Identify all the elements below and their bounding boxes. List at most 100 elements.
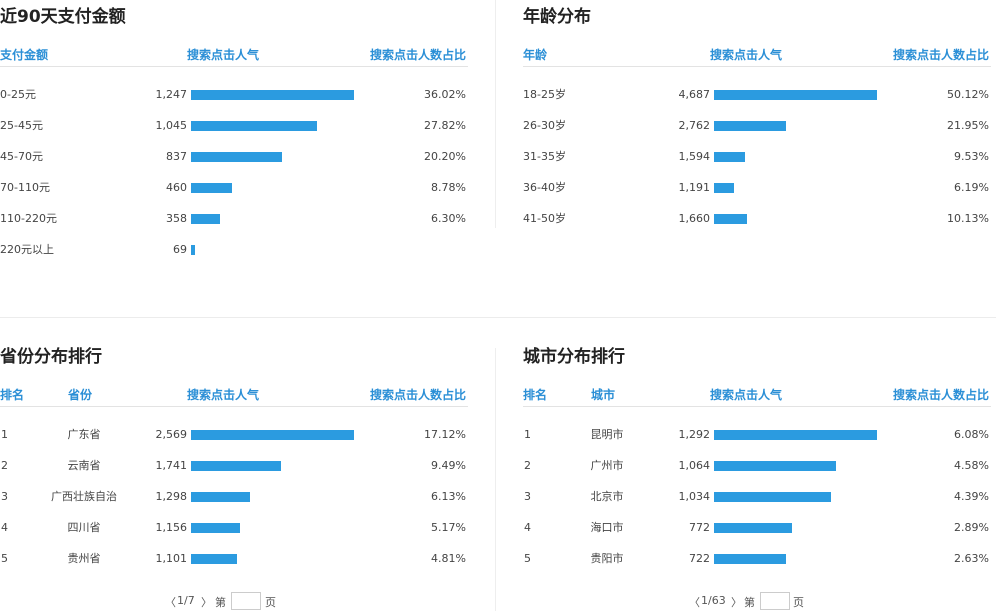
rank-cell: 2: [1, 459, 8, 472]
city-header: 排名 城市 搜索点击人气 搜索点击人数占比: [523, 387, 991, 407]
payment-header: 支付金额 搜索点击人气 搜索点击人数占比: [0, 47, 468, 67]
popularity-bar: [714, 121, 786, 131]
percent-value: 6.13%: [431, 490, 466, 503]
prev-page-icon[interactable]: 〈: [689, 596, 700, 609]
page-number-input[interactable]: [231, 592, 261, 610]
percent-value: 5.17%: [431, 521, 466, 534]
col-province: 省份: [68, 388, 93, 402]
province-pager: 〈 1/7 〉 第 页: [165, 592, 285, 610]
popularity-value: 4,687: [678, 88, 711, 101]
col-popularity: 搜索点击人气: [710, 48, 783, 62]
percent-value: 4.58%: [954, 459, 989, 472]
percent-value: 9.53%: [954, 150, 989, 163]
col-popularity: 搜索点击人气: [187, 48, 260, 62]
percent-value: 36.02%: [424, 88, 466, 101]
page-prefix: 第: [215, 596, 226, 609]
popularity-bar: [191, 121, 317, 131]
table-row: 25-45元 1,045 27.82%: [0, 117, 468, 137]
page-number-input[interactable]: [760, 592, 790, 610]
rank-cell: 4: [1, 521, 8, 534]
table-row: 3 广西壮族自治 1,298 6.13%: [0, 488, 468, 508]
region-cell: 昆明市: [590, 428, 624, 441]
rank-cell: 1: [524, 428, 531, 441]
percent-value: 9.49%: [431, 459, 466, 472]
popularity-value: 772: [689, 521, 710, 534]
page-suffix: 页: [265, 596, 276, 609]
table-row: 18-25岁 4,687 50.12%: [523, 86, 991, 106]
popularity-bar: [714, 183, 734, 193]
popularity-bar: [191, 492, 250, 502]
table-row: 31-35岁 1,594 9.53%: [523, 148, 991, 168]
range-label: 220元以上: [0, 243, 54, 256]
rank-cell: 3: [524, 490, 531, 503]
popularity-value: 1,045: [155, 119, 188, 132]
popularity-bar: [191, 214, 220, 224]
percent-value: 27.82%: [424, 119, 466, 132]
popularity-value: 2,762: [678, 119, 711, 132]
popularity-value: 358: [166, 212, 187, 225]
percent-value: 4.81%: [431, 552, 466, 565]
range-label: 70-110元: [0, 181, 50, 194]
popularity-bar: [714, 430, 877, 440]
percent-value: 4.39%: [954, 490, 989, 503]
col-percent: 搜索点击人数占比: [369, 388, 466, 402]
region-cell: 四川省: [67, 521, 101, 534]
table-row: 5 贵州省 1,101 4.81%: [0, 550, 468, 570]
rank-cell: 4: [524, 521, 531, 534]
col-age: 年龄: [523, 48, 548, 62]
percent-value: 2.63%: [954, 552, 989, 565]
popularity-value: 1,101: [155, 552, 188, 565]
popularity-bar: [191, 523, 240, 533]
popularity-bar: [191, 152, 282, 162]
percent-value: 50.12%: [947, 88, 989, 101]
col-percent: 搜索点击人数占比: [892, 388, 989, 402]
col-rank: 排名: [523, 388, 548, 402]
table-row: 5 贵阳市 722 2.63%: [523, 550, 991, 570]
popularity-value: 1,156: [155, 521, 188, 534]
table-row: 220元以上 69: [0, 241, 468, 261]
next-page-icon[interactable]: 〉: [201, 596, 212, 609]
col-popularity: 搜索点击人气: [710, 388, 783, 402]
percent-value: 17.12%: [424, 428, 466, 441]
popularity-value: 1,191: [678, 181, 711, 194]
region-cell: 贵阳市: [590, 552, 624, 565]
popularity-value: 460: [166, 181, 187, 194]
percent-value: 2.89%: [954, 521, 989, 534]
popularity-bar: [714, 523, 792, 533]
prev-page-icon[interactable]: 〈: [165, 596, 176, 609]
table-row: 1 广东省 2,569 17.12%: [0, 426, 468, 446]
rank-cell: 3: [1, 490, 8, 503]
table-row: 70-110元 460 8.78%: [0, 179, 468, 199]
popularity-value: 1,034: [678, 490, 711, 503]
rank-cell: 5: [524, 552, 531, 565]
table-row: 4 海口市 772 2.89%: [523, 519, 991, 539]
popularity-bar: [191, 430, 354, 440]
range-label: 110-220元: [0, 212, 57, 225]
popularity-value: 1,292: [678, 428, 711, 441]
range-label: 31-35岁: [523, 150, 566, 163]
age-header: 年龄 搜索点击人气 搜索点击人数占比: [523, 47, 991, 67]
popularity-value: 2,569: [155, 428, 188, 441]
rank-cell: 1: [1, 428, 8, 441]
section-divider: [0, 317, 996, 318]
popularity-bar: [191, 183, 232, 193]
col-payment-amount: 支付金额: [0, 48, 49, 62]
page-indicator: 1/63: [701, 594, 726, 607]
popularity-bar: [191, 90, 354, 100]
popularity-bar: [714, 492, 831, 502]
col-city: 城市: [591, 388, 616, 402]
table-row: 1 昆明市 1,292 6.08%: [523, 426, 991, 446]
page-indicator: 1/7: [177, 594, 195, 607]
region-cell: 广西壮族自治: [51, 490, 117, 503]
percent-value: 6.19%: [954, 181, 989, 194]
region-cell: 贵州省: [67, 552, 101, 565]
next-page-icon[interactable]: 〉: [731, 596, 742, 609]
popularity-bar: [191, 245, 195, 255]
popularity-value: 1,298: [155, 490, 188, 503]
range-label: 0-25元: [0, 88, 36, 101]
table-row: 2 广州市 1,064 4.58%: [523, 457, 991, 477]
col-rank: 排名: [0, 388, 25, 402]
col-percent: 搜索点击人数占比: [892, 48, 989, 62]
table-row: 36-40岁 1,191 6.19%: [523, 179, 991, 199]
popularity-value: 69: [173, 243, 187, 256]
